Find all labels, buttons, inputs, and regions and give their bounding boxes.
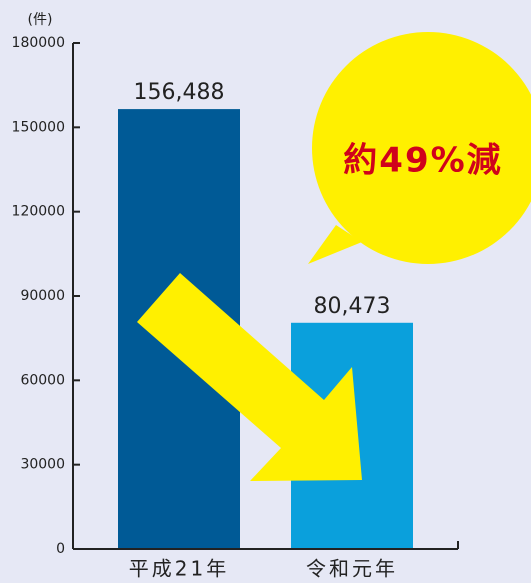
- x-tick-label: 令和元年: [306, 557, 398, 581]
- annotation: 約49%減: [343, 141, 502, 181]
- value-label: 156,488: [134, 80, 225, 105]
- y-tick-label: 30000: [20, 457, 65, 473]
- arrow: [137, 273, 362, 481]
- value-label: 80,473: [314, 294, 391, 319]
- y-tick-label: 150000: [12, 119, 65, 135]
- y-tick-label: 0: [56, 541, 65, 557]
- speech-bubble: [312, 32, 531, 264]
- x-tick-label: 平成21年: [129, 557, 229, 581]
- y-tick-label: 60000: [20, 372, 65, 388]
- y-tick-label: 120000: [12, 204, 65, 220]
- speech-bubble: [308, 225, 362, 264]
- y-tick-label: 180000: [12, 35, 65, 51]
- y-tick-label: 90000: [20, 288, 65, 304]
- y-unit-label: (件): [28, 12, 53, 28]
